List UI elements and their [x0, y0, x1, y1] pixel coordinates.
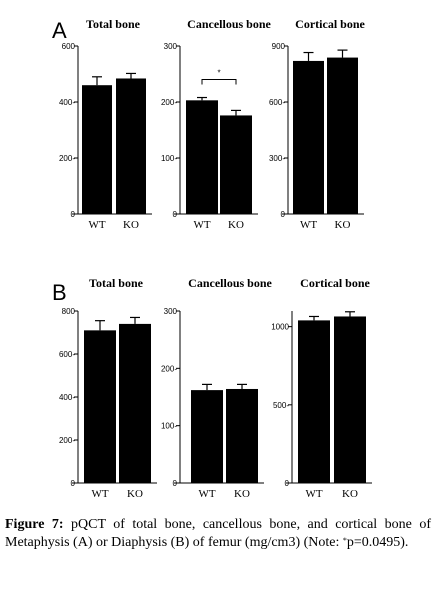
y-tick-label: 800: [62, 307, 76, 316]
chart-panel-4: B Total bone 0 200- 400- 600- 800 WT KO: [52, 276, 157, 500]
category-label: KO: [342, 488, 358, 500]
caption-text: pQCT of total bone, cancellous bone, and…: [5, 517, 431, 550]
y-tick-label: 600-: [269, 98, 285, 107]
category-label: WT: [198, 488, 215, 500]
y-tick-label: 200-: [59, 436, 75, 445]
y-tick-label: 0: [71, 210, 76, 219]
significance-star: *: [217, 69, 220, 78]
y-tick-label: 100-: [161, 422, 177, 431]
bar-wt: [82, 85, 112, 214]
y-tick-label: 200-: [161, 98, 177, 107]
category-label: WT: [305, 488, 322, 500]
figure-caption: Figure 7: pQCT of total bone, cancellous…: [5, 516, 431, 552]
y-tick-label: 300: [164, 307, 178, 316]
bar-wt: [298, 320, 330, 483]
caption-label: Figure 7:: [5, 517, 64, 532]
category-label: WT: [91, 488, 108, 500]
y-tick-label: 400-: [59, 98, 75, 107]
y-tick-label: 200-: [59, 154, 75, 163]
chart-panel-2: Cancellous bone 0 100- 200- 300 WT KO *: [161, 17, 272, 231]
category-label: KO: [127, 488, 143, 500]
panel-title: Cancellous bone: [187, 17, 271, 31]
category-label: KO: [228, 219, 244, 231]
y-tick-label: 0: [71, 479, 76, 488]
category-label: WT: [300, 219, 317, 231]
y-tick-label: 900: [272, 42, 286, 51]
y-tick-label: 0: [285, 479, 290, 488]
y-tick-label: 300: [164, 42, 178, 51]
chart-panel-3: Cortical bone 0 300- 600- 900 WT KO: [269, 17, 366, 231]
bar-wt: [84, 330, 116, 483]
chart-panel-1: A Total bone 0 200- 400- 600 WT KO: [52, 17, 152, 231]
category-label: WT: [193, 219, 210, 231]
bar-wt: [186, 100, 218, 214]
panel-title: Total bone: [86, 17, 141, 31]
y-tick-label: 100-: [161, 154, 177, 163]
bar-ko: [226, 388, 258, 483]
y-tick-label: 600-: [59, 350, 75, 359]
y-tick-label: 0: [173, 479, 178, 488]
chart-panel-5: Cancellous bone 0 100- 200- 300 WT KO: [161, 276, 273, 500]
chart-panel-6: Cortical bone 0 500- 1000 WT KO: [271, 276, 372, 500]
bar-wt: [293, 60, 324, 214]
category-label: KO: [123, 219, 139, 231]
category-label: WT: [88, 219, 105, 231]
bar-ko: [119, 323, 151, 483]
bar-ko: [116, 78, 146, 214]
panel-title: Cortical bone: [295, 17, 365, 31]
category-label: KO: [335, 219, 351, 231]
y-tick-label: 500-: [273, 401, 289, 410]
bar-wt: [191, 390, 223, 483]
y-tick-label: 0: [281, 210, 286, 219]
y-tick-label: 200-: [161, 364, 177, 373]
panel-title: Total bone: [89, 276, 144, 290]
y-tick-label: 1000: [271, 323, 289, 332]
panel-letter: A: [52, 18, 67, 43]
y-tick-label: 0: [173, 210, 178, 219]
y-tick-label: 400-: [59, 393, 75, 402]
panel-letter: B: [52, 280, 67, 305]
figure: A Total bone 0 200- 400- 600 WT KO Cancellous bo…: [52, 17, 372, 500]
y-tick-label: 600: [62, 42, 76, 51]
panel-title: Cancellous bone: [188, 276, 272, 290]
caption-significance-mark: *: [342, 536, 347, 545]
y-tick-label: 300-: [269, 154, 285, 163]
caption-text-end: p=0.0495).: [346, 535, 409, 550]
bar-ko: [327, 57, 358, 214]
category-label: KO: [234, 488, 250, 500]
bar-ko: [334, 316, 366, 483]
bar-ko: [220, 115, 252, 214]
significance-bracket: [201, 79, 237, 85]
panel-title: Cortical bone: [300, 276, 370, 290]
